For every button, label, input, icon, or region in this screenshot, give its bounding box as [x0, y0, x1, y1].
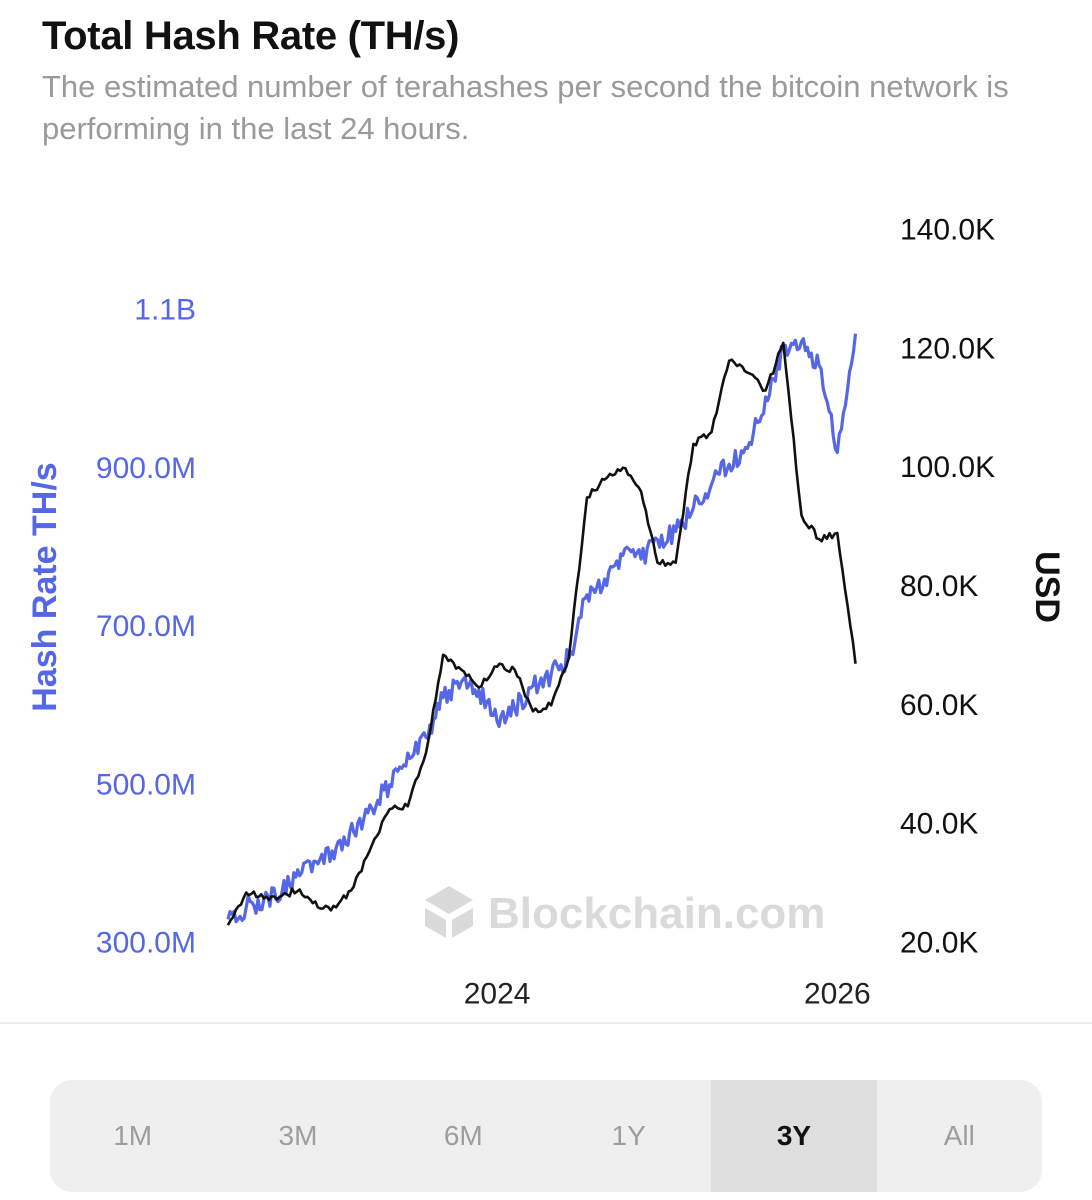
range-tab-3y[interactable]: 3Y [711, 1080, 877, 1192]
left-tick-label: 900.0M [96, 452, 196, 485]
blockchain-logo-icon [425, 886, 473, 938]
right-tick-label: 140.0K [900, 214, 995, 247]
range-tab-3m[interactable]: 3M [278, 1120, 318, 1151]
range-tab-all[interactable]: All [943, 1120, 975, 1151]
watermark-text: Blockchain.com [488, 889, 825, 938]
left-axis-label: Hash Rate TH/s [26, 462, 64, 711]
price-line [226, 341, 857, 926]
left-tick-label: 300.0M [96, 927, 196, 960]
right-tick-label: 120.0K [900, 332, 995, 365]
right-tick-label: 100.0K [900, 451, 995, 484]
page-title: Total Hash Rate (TH/s) [42, 14, 460, 58]
right-tick-label: 60.0K [900, 689, 978, 722]
right-tick-label: 20.0K [900, 927, 978, 960]
left-tick-label: 1.1B [134, 294, 196, 327]
range-tab-1y[interactable]: 1Y [611, 1120, 646, 1151]
watermark: Blockchain.com [425, 886, 825, 938]
time-range-selector: 1M 3M 6M 1Y 3Y All [50, 1080, 1042, 1192]
right-axis-label: USD [1028, 551, 1066, 623]
range-tab-6m[interactable]: 6M [443, 1120, 483, 1151]
hash-rate-chart: Blockchain.com 300.0M 500.0M 700.0M 900.0M 1… [26, 214, 1066, 1011]
range-tab-1m[interactable]: 1M [113, 1120, 153, 1151]
x-tick-label: 2026 [804, 978, 871, 1011]
divider [0, 1022, 1092, 1024]
right-tick-label: 80.0K [900, 570, 978, 603]
hash-rate-line [226, 333, 858, 924]
x-tick-label: 2024 [464, 978, 531, 1011]
left-tick-label: 700.0M [96, 610, 196, 643]
page-subtitle: The estimated number of terahashes per s… [42, 69, 1009, 146]
left-tick-label: 500.0M [96, 768, 196, 801]
right-tick-label: 40.0K [900, 808, 978, 841]
